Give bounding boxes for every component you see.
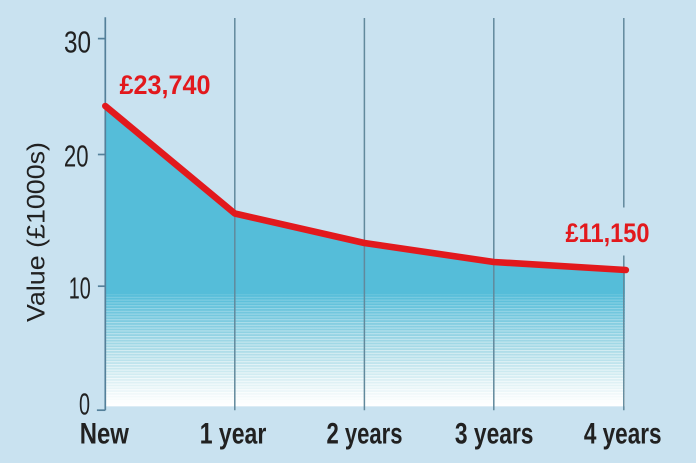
svg-text:20: 20 <box>64 138 89 173</box>
svg-text:1 year: 1 year <box>200 418 267 451</box>
svg-text:£23,740: £23,740 <box>120 70 211 100</box>
svg-text:New: New <box>80 418 130 451</box>
svg-text:0: 0 <box>79 387 90 422</box>
svg-text:10: 10 <box>69 270 91 305</box>
svg-text:4 years: 4 years <box>584 418 662 451</box>
svg-text:30: 30 <box>64 24 91 59</box>
svg-text:3 years: 3 years <box>455 418 534 451</box>
svg-text:2 years: 2 years <box>327 418 403 451</box>
svg-text:Value (£1000s): Value (£1000s) <box>23 142 51 322</box>
svg-text:£11,150: £11,150 <box>566 218 650 248</box>
